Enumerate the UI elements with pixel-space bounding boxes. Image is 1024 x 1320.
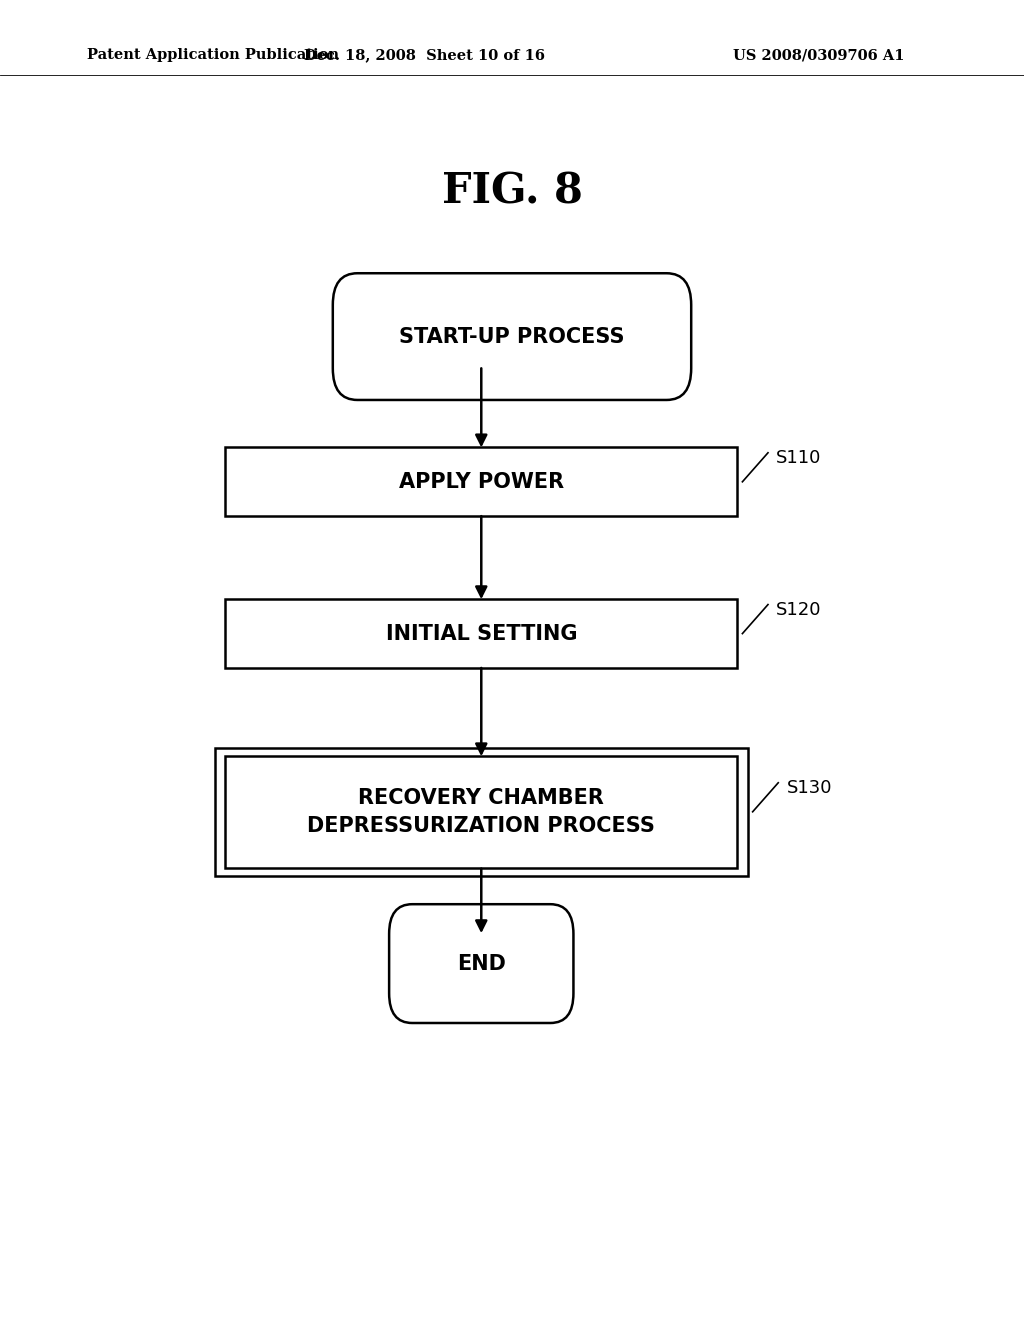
Text: Dec. 18, 2008  Sheet 10 of 16: Dec. 18, 2008 Sheet 10 of 16	[304, 49, 546, 62]
Bar	[225, 755, 737, 869]
FancyBboxPatch shape	[333, 273, 691, 400]
Text: FIG. 8: FIG. 8	[441, 170, 583, 213]
Bar	[215, 747, 748, 876]
Text: S120: S120	[776, 601, 821, 619]
Bar	[225, 447, 737, 516]
Text: INITIAL SETTING: INITIAL SETTING	[385, 623, 578, 644]
FancyBboxPatch shape	[389, 904, 573, 1023]
Text: Patent Application Publication: Patent Application Publication	[87, 49, 339, 62]
Text: APPLY POWER: APPLY POWER	[398, 471, 564, 492]
Text: S110: S110	[776, 449, 821, 467]
Text: RECOVERY CHAMBER
DEPRESSURIZATION PROCESS: RECOVERY CHAMBER DEPRESSURIZATION PROCES…	[307, 788, 655, 836]
Text: END: END	[457, 953, 506, 974]
Text: S130: S130	[786, 779, 831, 797]
Bar	[225, 599, 737, 668]
Text: US 2008/0309706 A1: US 2008/0309706 A1	[733, 49, 905, 62]
Text: START-UP PROCESS: START-UP PROCESS	[399, 326, 625, 347]
